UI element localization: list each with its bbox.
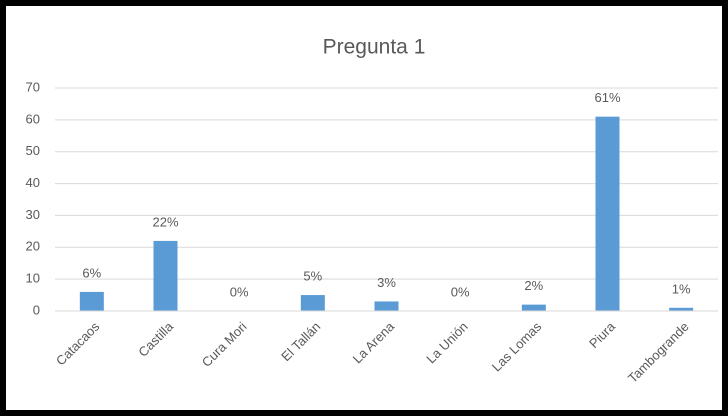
data-label: 0% — [230, 284, 249, 299]
chart-title: Pregunta 1 — [323, 36, 426, 59]
y-tick-label: 40 — [26, 175, 40, 190]
y-tick-label: 0 — [33, 302, 40, 317]
bar — [153, 240, 178, 311]
y-tick-label: 10 — [26, 271, 40, 286]
y-tick-label: 30 — [26, 207, 40, 222]
data-label: 0% — [451, 284, 470, 299]
data-label: 2% — [524, 278, 543, 293]
y-tick-label: 70 — [26, 79, 40, 94]
bar — [669, 307, 694, 311]
data-label: 6% — [82, 265, 101, 280]
bar — [300, 295, 325, 311]
bar — [521, 304, 546, 311]
data-label: 61% — [594, 90, 620, 105]
bar — [595, 116, 620, 312]
data-label: 5% — [303, 269, 322, 284]
y-tick-label: 20 — [26, 239, 40, 254]
data-label: 22% — [152, 214, 178, 229]
data-label: 1% — [672, 281, 691, 296]
y-tick-label: 60 — [26, 111, 40, 126]
y-tick-label: 50 — [26, 143, 40, 158]
data-label: 3% — [377, 275, 396, 290]
bar — [79, 291, 104, 311]
bar — [374, 301, 399, 311]
